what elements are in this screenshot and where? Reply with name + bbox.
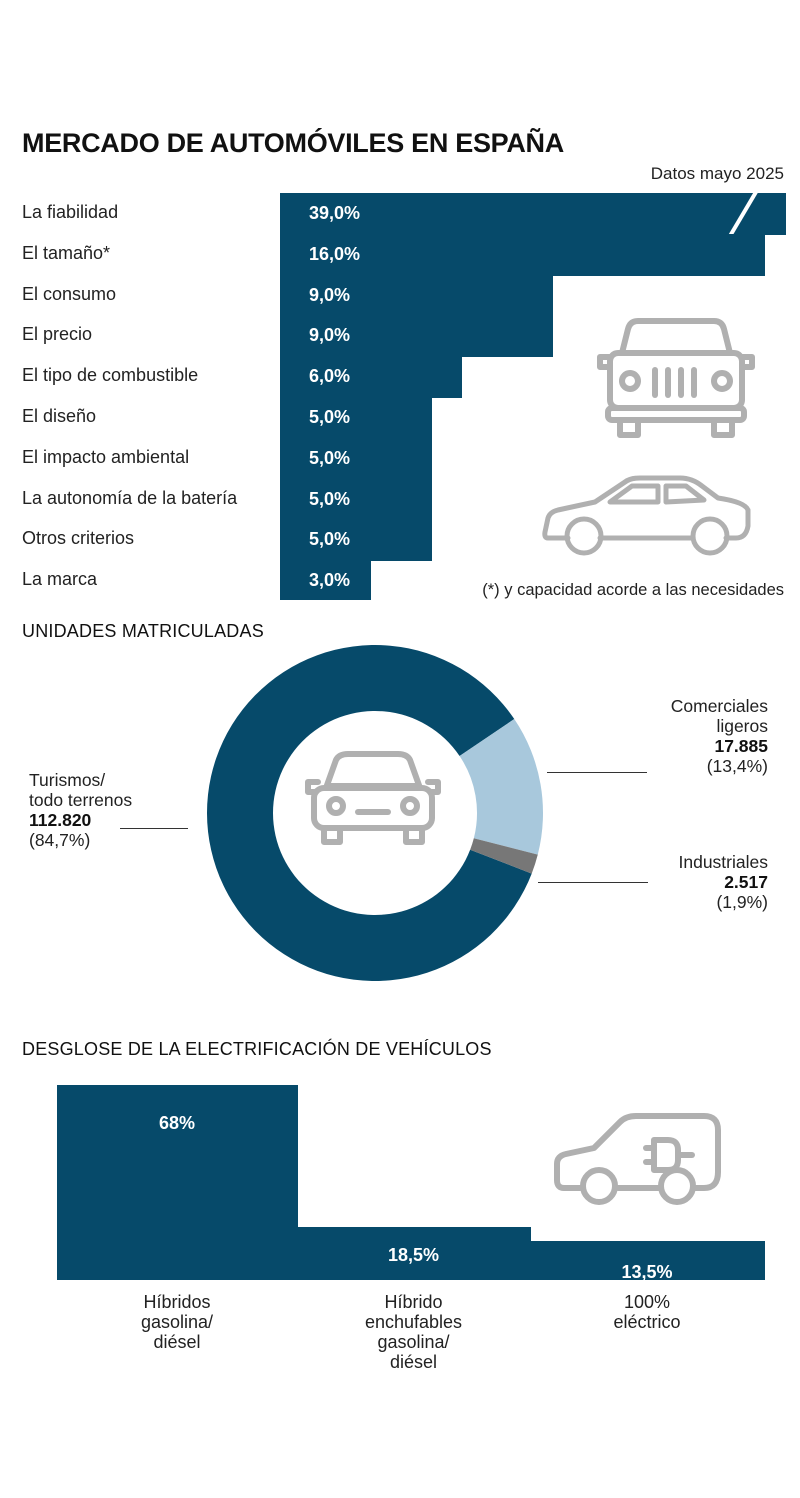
ebar-hibridos-gasolina-diesel [57, 1085, 298, 1280]
industriales-value: 2.517 [724, 872, 768, 892]
comerciales-leader-line [547, 772, 647, 773]
category-label-el-tipo-de-combustible: El tipo de combustible [22, 365, 199, 386]
turismos-leader-line [120, 828, 188, 829]
bar-value-la-autonomia-de-la-bateria: 5,0% [309, 488, 351, 509]
comerciales-annotation: Comerciales ligeros 17.885 (13,4%) [671, 696, 768, 776]
category-label-el-precio: El precio [22, 324, 93, 345]
ebar-category-line: diésel [389, 1352, 438, 1372]
ebar-category-line: eléctrico [613, 1312, 681, 1332]
turismos-percent: (84,7%) [29, 830, 91, 850]
ebar-category-line: 100% [623, 1292, 671, 1312]
ebar-100-electrico [530, 1241, 765, 1280]
units-donut-chart [207, 645, 543, 982]
donut-slice-industriales [470, 838, 538, 874]
comerciales-label-1: Comerciales [670, 696, 768, 716]
bar-la-autonomia-de-la-bateria [280, 478, 432, 521]
bar-value-otros-criterios: 5,0% [309, 529, 351, 550]
category-label-el-diseno: El diseño [22, 406, 97, 426]
ebar-category-line: enchufables [364, 1312, 463, 1332]
turismos-label-2: todo terrenos [29, 790, 133, 810]
category-label-otros-criterios: Otros criterios [22, 528, 135, 549]
electrification-section-title: DESGLOSE DE LA ELECTRIFICACIÓN DE VEHÍCU… [22, 1039, 492, 1059]
ebar-value-hibrido-enchufables-gasolina-diesel: 18,5% [387, 1245, 440, 1265]
industriales-label: Industriales [678, 852, 769, 872]
industriales-annotation: Industriales 2.517 (1,9%) [679, 852, 769, 912]
bar-value-la-marca: 3,0% [309, 570, 351, 591]
category-label-el-consumo: El consumo [22, 283, 117, 304]
units-section-title: UNIDADES MATRICULADAS [22, 621, 264, 641]
category-label-la-marca: La marca [22, 569, 98, 590]
ebar-category-line: Híbridos [143, 1292, 211, 1312]
car-front-icon [305, 751, 441, 845]
ebar-category-line: Híbrido [384, 1292, 443, 1312]
bar-el-impacto-ambiental [280, 437, 432, 480]
comerciales-percent: (13,4%) [706, 756, 768, 776]
axis-break-mark [728, 190, 758, 238]
comerciales-value: 17.885 [714, 736, 768, 756]
ebar-category-line: gasolina/ [377, 1332, 450, 1352]
ebar-hibrido-enchufables-gasolina-diesel [297, 1227, 531, 1280]
category-label-el-tamano: El tamaño* [22, 242, 111, 263]
bar-value-el-tipo-de-combustible: 6,0% [309, 366, 351, 387]
ebar-category-hibridos-gasolina-diesel: Híbridos gasolina/diésel [37, 1292, 317, 1352]
ebar-value-hibridos-gasolina-diesel: 68% [158, 1113, 196, 1133]
category-label-la-fiabilidad: La fiabilidad [22, 202, 119, 222]
bar-el-diseno [280, 397, 432, 439]
sedan-icon [542, 475, 751, 556]
bar-value-el-impacto-ambiental: 5,0% [309, 447, 351, 468]
bar-el-consumo [280, 274, 553, 317]
electric-car-icon [554, 1113, 721, 1205]
donut-slice-comerciales-ligeros [459, 719, 543, 855]
page-title: MERCADO DE AUTOMÓVILES EN ESPAÑA [22, 128, 564, 158]
bar-value-el-diseno: 5,0% [309, 407, 351, 427]
bar-la-fiabilidad [280, 193, 786, 235]
category-label-el-impacto-ambiental: El impacto ambiental [22, 446, 190, 467]
jeep-icon [597, 318, 755, 438]
turismos-label-1: Turismos/ [29, 770, 106, 790]
ebar-category-line: gasolina/ [140, 1312, 214, 1332]
ebar-category-100-electrico: 100% eléctrico [510, 1292, 784, 1332]
bar-value-el-tamano: 16,0% [309, 243, 361, 264]
industriales-leader-line [538, 882, 648, 883]
bar-value-el-precio: 9,0% [309, 325, 351, 346]
comerciales-label-2: ligeros [716, 716, 768, 736]
turismos-annotation: Turismos/ todo terrenos 112.820 (84,7%) [29, 770, 132, 850]
bar-el-tipo-de-combustible [280, 356, 462, 399]
ebar-category-hibrido-enchufables-gasolina-diesel: Híbrido enchufables gasolina/diésel [277, 1292, 550, 1372]
bar-el-tamano [280, 233, 765, 276]
category-label-la-autonomia-de-la-bateria: La autonomía de la batería [22, 487, 238, 508]
industriales-percent: (1,9%) [716, 892, 768, 912]
donut-slice-turismos-todo-terrenos [207, 645, 532, 982]
turismos-value: 112.820 [29, 810, 92, 830]
bar-el-precio [280, 315, 553, 358]
bar-value-el-consumo: 9,0% [309, 284, 351, 305]
footnote: (*) y capacidad acorde a las necesidades [482, 581, 784, 599]
ebar-value-100-electrico: 13,5% [621, 1262, 673, 1282]
bar-value-la-fiabilidad: 39,0% [309, 203, 361, 223]
bar-otros-criterios [280, 519, 432, 562]
ebar-category-line: diésel [153, 1332, 201, 1352]
data-date-note: Datos mayo 2025 [650, 164, 784, 183]
bar-la-marca [280, 560, 371, 601]
